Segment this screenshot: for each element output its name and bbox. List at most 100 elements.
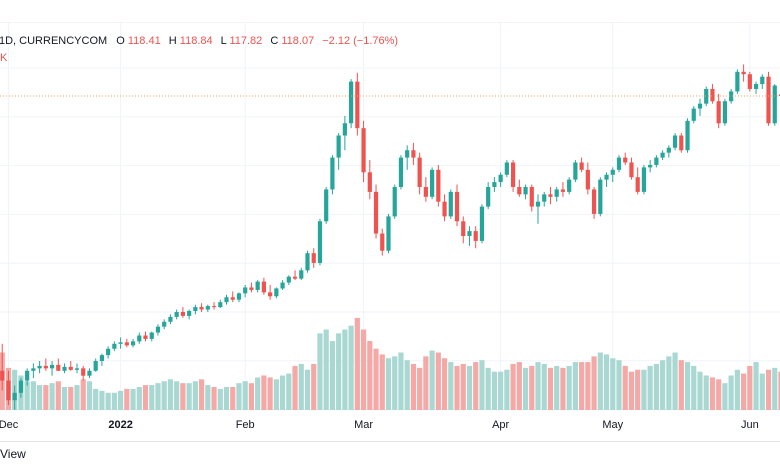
volume-bar [454, 365, 460, 410]
candle-body [548, 194, 553, 197]
candle-body [218, 302, 223, 308]
candle-body [598, 179, 603, 214]
volume-bar [635, 369, 641, 410]
volume-bar [691, 365, 697, 410]
volume-bar [80, 379, 86, 410]
candle-body [430, 169, 435, 197]
candle-body [305, 253, 310, 271]
candle-body [498, 174, 503, 183]
candle-body [610, 169, 615, 175]
candle-body [772, 85, 777, 124]
candle-body [778, 94, 780, 96]
volume-bar [591, 356, 597, 410]
volume-bar [491, 371, 497, 410]
volume-bar [647, 365, 653, 410]
candle-body [697, 103, 703, 109]
candle-body [230, 297, 235, 300]
volume-bar [678, 360, 684, 410]
volume-bar [230, 387, 236, 410]
candle-body [641, 167, 647, 192]
candle-body [118, 342, 123, 344]
volume-bar [466, 365, 473, 410]
candle-body [311, 253, 316, 263]
volume-bar [479, 360, 485, 410]
candle-body [317, 221, 323, 263]
x-tick-label: Feb [236, 419, 255, 431]
candle-body [492, 182, 497, 187]
candle-body [542, 194, 547, 202]
volume-bar [772, 367, 778, 410]
volume-bar [579, 362, 585, 410]
volume-bar [429, 350, 435, 410]
volume-bar [205, 385, 211, 410]
candle-body [143, 335, 148, 339]
footer-bar: View [0, 441, 780, 471]
volume-bar [560, 367, 566, 410]
volume-bar [522, 367, 529, 410]
candle-body [12, 392, 17, 401]
candle-body [504, 162, 509, 175]
footer-view-label[interactable]: View [0, 447, 26, 461]
open-value: 118.41 [128, 35, 161, 47]
volume-bar [149, 385, 155, 410]
volume-bar [161, 381, 167, 410]
volume-bar [192, 381, 198, 410]
candle-body [193, 307, 198, 311]
candle-body [62, 366, 67, 371]
candle-body [367, 172, 372, 192]
volume-bar [516, 362, 522, 410]
candle-body [486, 186, 491, 207]
candle-body [112, 343, 117, 349]
volume-bar [653, 364, 659, 410]
candle-body [672, 135, 678, 148]
candle-body [386, 216, 391, 251]
candle-body [405, 150, 410, 158]
volume-bar [55, 381, 61, 410]
volume-bar [174, 381, 180, 410]
candle-body [454, 191, 460, 222]
candle-body [106, 348, 111, 356]
volume-bar [778, 371, 780, 410]
candle-body [255, 281, 260, 290]
volume-bar [180, 383, 186, 410]
volume-bar [498, 371, 504, 410]
volume-bar [547, 367, 554, 410]
volume-bar [74, 385, 80, 410]
candle-body [423, 186, 428, 197]
candle-body [93, 360, 98, 371]
candle-body [398, 157, 404, 187]
candle-body [473, 231, 478, 241]
volume-bar [697, 371, 703, 410]
volume-bar [279, 375, 286, 410]
volume-bar [759, 373, 765, 410]
candle-body [99, 355, 105, 361]
candle-body [722, 101, 728, 124]
candle-body [299, 270, 304, 279]
volume-bar [211, 387, 217, 410]
volume-bar [273, 379, 279, 410]
candle-body [529, 186, 534, 207]
volume-bar [68, 387, 74, 410]
candle-body [710, 88, 715, 102]
volume-bar [124, 388, 130, 410]
candle-body [274, 288, 279, 297]
candle-body [442, 201, 447, 217]
volume-bar [628, 371, 635, 410]
volume-bar [684, 362, 691, 410]
x-tick-label: Jun [741, 419, 759, 431]
candle-body [436, 169, 441, 202]
candle-body [380, 233, 385, 251]
candle-body [735, 71, 740, 92]
candle-body [623, 157, 628, 163]
volume-bar [660, 360, 666, 410]
candle-body [155, 326, 161, 333]
volume-bar [317, 333, 323, 410]
candle-body [448, 191, 453, 217]
candle-body [205, 306, 210, 310]
volume-bar [86, 381, 93, 410]
volume-bar [753, 362, 759, 410]
candle-body [660, 152, 665, 158]
candle-body [236, 293, 242, 300]
volume-bar [155, 383, 161, 410]
